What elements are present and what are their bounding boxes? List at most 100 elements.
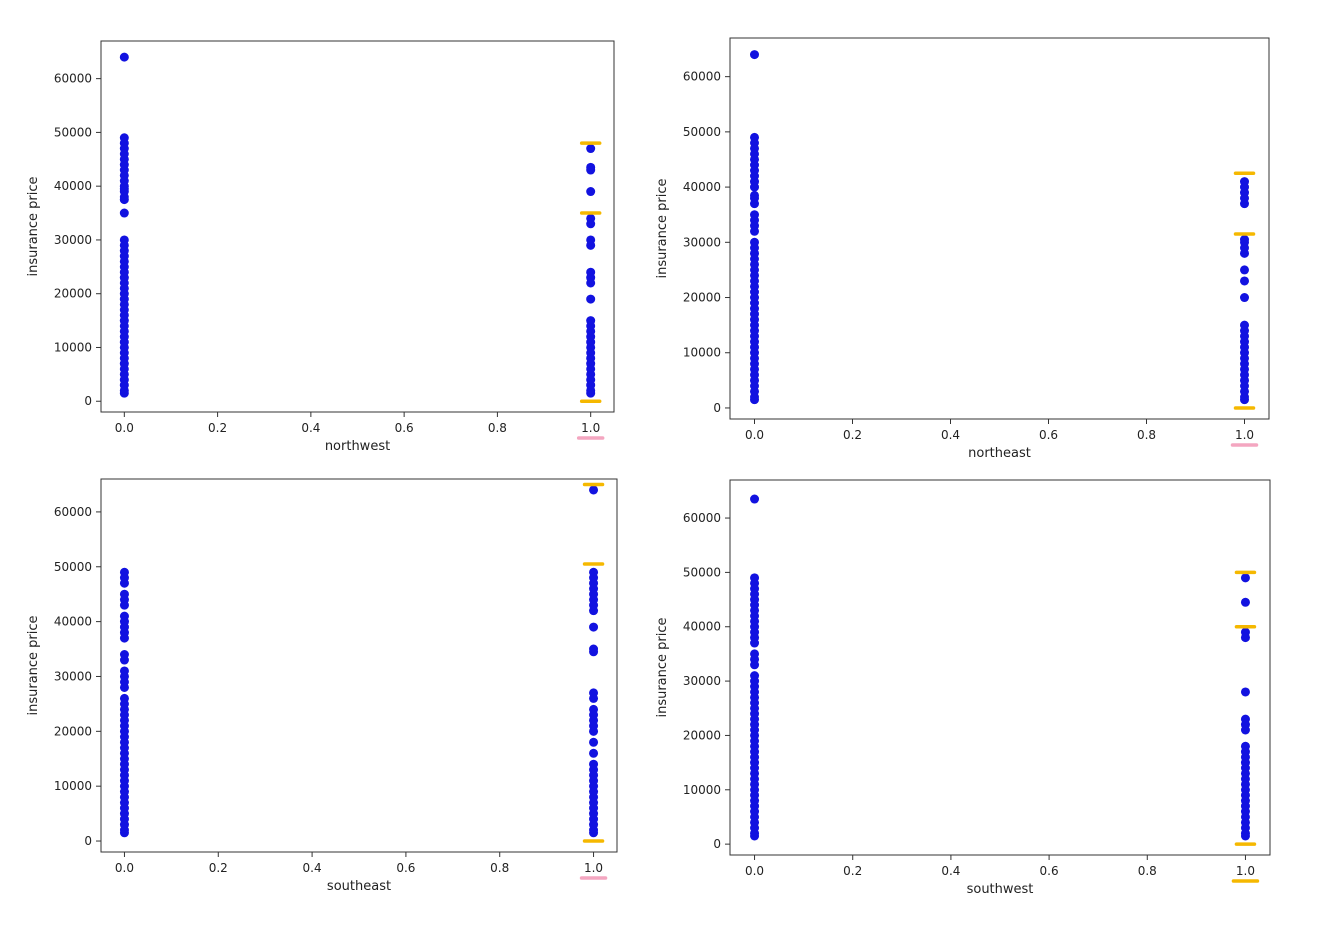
x-tick-label: 0.4 <box>941 428 960 442</box>
x-tick-label: 0.4 <box>301 421 320 435</box>
data-point <box>119 208 129 218</box>
y-tick-label: 50000 <box>683 565 721 579</box>
data-point <box>1240 597 1250 607</box>
x-tick-label: 0.6 <box>1040 864 1059 878</box>
data-point <box>1240 265 1249 275</box>
x-tick-label: 0.0 <box>745 864 764 878</box>
data-point <box>750 395 759 405</box>
y-tick-label: 60000 <box>54 505 92 519</box>
data-point <box>119 828 129 838</box>
y-tick-label: 40000 <box>54 179 92 193</box>
y-tick-label: 10000 <box>683 783 721 797</box>
x-tick-label: 0.8 <box>1138 864 1157 878</box>
y-tick-label: 40000 <box>683 620 721 634</box>
y-tick-label: 10000 <box>683 346 721 360</box>
y-tick-label: 0 <box>84 834 92 848</box>
data-point <box>589 726 599 736</box>
y-tick-label: 10000 <box>54 340 92 354</box>
x-tick-label: 0.6 <box>396 861 415 875</box>
scatter-plot-southeast: 0 10000 20000 30000 40000 50000 60000 0.0 0.2 0.4… <box>26 478 618 894</box>
data-point <box>750 660 760 670</box>
data-point <box>750 494 760 504</box>
x-tick-label: 0.2 <box>209 861 228 875</box>
data-point <box>586 278 596 288</box>
y-tick-label: 50000 <box>683 125 721 139</box>
x-tick-label: 0.2 <box>208 421 227 435</box>
data-point <box>589 606 599 616</box>
y-tick-label: 0 <box>713 837 721 851</box>
data-point <box>589 737 599 747</box>
x-tick-label: 0.4 <box>941 864 960 878</box>
scatter-plot-northwest: 0 10000 20000 30000 40000 50000 60000 0.0 0.2 0.4… <box>26 40 615 454</box>
y-axis-label: insurance price <box>655 178 670 278</box>
y-tick-label: 20000 <box>683 728 721 742</box>
data-point <box>586 240 596 250</box>
data-point <box>1240 573 1250 583</box>
x-tick-label: 0.2 <box>843 428 862 442</box>
data-point <box>589 693 599 703</box>
y-tick-label: 0 <box>713 401 721 415</box>
data-point <box>750 199 759 209</box>
data-point <box>750 182 759 192</box>
y-tick-label: 10000 <box>54 779 92 793</box>
data-point <box>750 831 760 841</box>
data-point <box>1240 395 1249 405</box>
data-point <box>750 50 759 60</box>
data-point <box>119 600 129 610</box>
plot-frame <box>729 37 1270 420</box>
x-tick-label: 0.8 <box>490 861 509 875</box>
data-point <box>119 682 129 692</box>
x-tick-label: 0.6 <box>395 421 414 435</box>
y-tick-label: 30000 <box>683 674 721 688</box>
scatter-plot-northeast: 0 10000 20000 30000 40000 50000 60000 0.0 0.2 0.4… <box>655 37 1270 461</box>
scatter-plot-southwest: 0 10000 20000 30000 40000 50000 60000 0.0 0.2 0.4… <box>655 479 1271 897</box>
data-point <box>750 226 759 236</box>
data-point <box>119 633 129 643</box>
data-point <box>589 622 599 632</box>
x-axis-label: northeast <box>968 446 1031 461</box>
plot-frame <box>729 479 1271 856</box>
data-point <box>119 655 129 665</box>
y-axis-label: insurance price <box>26 176 41 276</box>
data-point <box>1240 276 1249 286</box>
x-axis-label: southeast <box>327 879 391 894</box>
data-point <box>1240 199 1249 209</box>
y-tick-label: 60000 <box>54 72 92 86</box>
data-point <box>589 647 599 657</box>
x-tick-label: 0.8 <box>488 421 507 435</box>
x-axis-label: southwest <box>967 882 1034 897</box>
data-point <box>1240 687 1250 697</box>
data-point <box>586 165 596 175</box>
y-tick-label: 30000 <box>54 669 92 683</box>
data-point <box>586 388 596 398</box>
data-point <box>1240 831 1250 841</box>
y-tick-label: 50000 <box>54 125 92 139</box>
data-point <box>586 144 596 154</box>
data-point <box>119 388 129 398</box>
data-point <box>119 578 129 588</box>
y-tick-label: 60000 <box>683 70 721 84</box>
data-point <box>119 52 129 62</box>
y-tick-label: 20000 <box>54 724 92 738</box>
x-tick-label: 1.0 <box>1236 864 1255 878</box>
data-point <box>1240 248 1249 258</box>
data-point <box>1240 293 1249 303</box>
x-tick-label: 0.6 <box>1039 428 1058 442</box>
data-point <box>119 195 129 205</box>
x-tick-label: 0.8 <box>1137 428 1156 442</box>
y-axis-label: insurance price <box>26 615 41 715</box>
x-tick-label: 1.0 <box>581 421 600 435</box>
data-point <box>589 485 599 495</box>
x-tick-label: 1.0 <box>1235 428 1254 442</box>
data-point <box>589 748 599 758</box>
x-tick-label: 0.0 <box>115 421 134 435</box>
y-tick-label: 50000 <box>54 560 92 574</box>
y-tick-label: 40000 <box>683 180 721 194</box>
plot-frame <box>100 40 615 413</box>
data-point <box>750 638 760 648</box>
y-tick-label: 0 <box>84 394 92 408</box>
y-tick-label: 20000 <box>683 291 721 305</box>
x-tick-label: 0.4 <box>303 861 322 875</box>
y-tick-label: 40000 <box>54 615 92 629</box>
